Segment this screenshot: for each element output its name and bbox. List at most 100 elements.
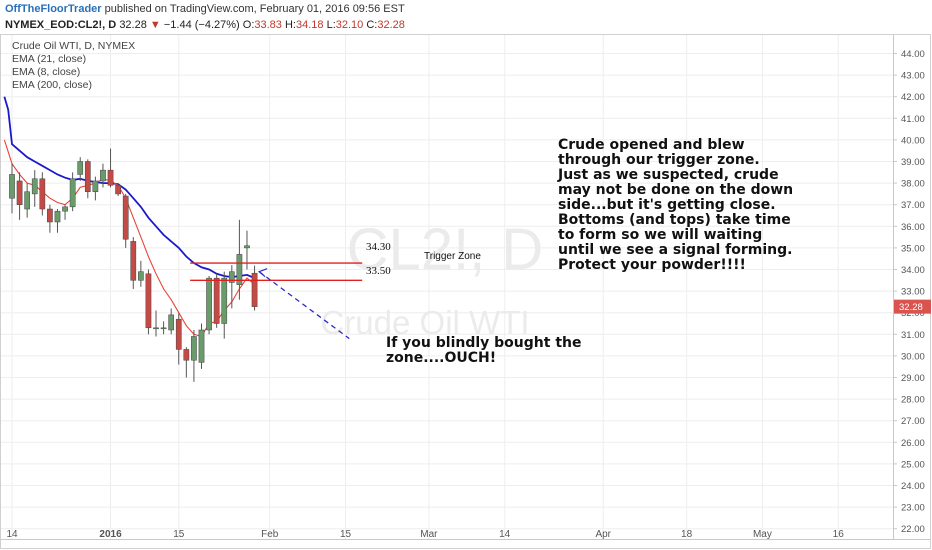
candle-body — [115, 185, 121, 195]
x-tick-label: Mar — [420, 529, 438, 540]
candle-body — [62, 206, 68, 212]
candle-body — [175, 318, 182, 350]
candle-body — [138, 271, 144, 281]
candle-body — [153, 327, 159, 330]
y-tick-label: 32.00 — [901, 308, 925, 319]
candle-body — [244, 245, 250, 249]
candle-body — [198, 329, 205, 363]
x-tick-label: 2016 — [99, 529, 122, 540]
x-tick-label: 18 — [681, 529, 693, 540]
candle-body — [228, 271, 235, 283]
y-tick-label: 42.00 — [901, 92, 925, 103]
candle-body — [31, 178, 38, 195]
candle-body — [130, 241, 137, 281]
grid — [1, 35, 893, 539]
x-tick-label: 16 — [833, 529, 845, 540]
low-value: 32.10 — [335, 19, 364, 31]
last-price-label: 32.28 — [899, 302, 923, 313]
y-tick-label: 36.00 — [901, 222, 925, 233]
ema21-line — [3, 96, 255, 279]
y-tick-label: 28.00 — [901, 395, 925, 406]
y-tick-label: 33.00 — [901, 287, 925, 298]
legend-ema200[interactable]: EMA (200, close) — [12, 79, 92, 91]
open-value: 33.83 — [254, 19, 282, 31]
close-label: C: — [366, 19, 378, 31]
y-tick-label: 41.00 — [901, 114, 925, 125]
x-tick-label: May — [753, 529, 772, 540]
candle-body — [191, 336, 197, 361]
candle-body — [122, 195, 129, 240]
x-tick-label: Apr — [595, 529, 611, 540]
y-tick-label: 37.00 — [901, 200, 925, 211]
candle-body — [145, 273, 152, 329]
y-tick-label: 44.00 — [901, 49, 925, 60]
x-tick-label: 14 — [6, 529, 18, 540]
y-tick-label: 26.00 — [901, 438, 925, 449]
price-chart[interactable]: CL2!, D Crude Oil WTI 22.00 23.00 24.00 25.… — [0, 34, 932, 550]
publish-info: published on TradingView.com, February 0… — [104, 3, 405, 15]
candle-body — [69, 178, 76, 208]
level-high-label: 34.30 — [366, 241, 391, 253]
legend-title: Crude Oil WTI, D, NYMEX — [12, 40, 136, 52]
y-tick-label: 30.00 — [901, 351, 925, 362]
candle-body — [251, 272, 258, 307]
x-axis[interactable]: 14 2016 15 Feb 15 Mar 14 Apr 18 May 16 — [6, 529, 844, 540]
projection-line — [258, 271, 350, 340]
open-label: O: — [242, 19, 255, 31]
level-low-label: 33.50 — [366, 265, 391, 277]
x-tick-label: 15 — [173, 529, 185, 540]
publish-line: OffTheFloorTrader published on TradingVi… — [5, 3, 405, 15]
y-tick-label: 31.00 — [901, 330, 925, 341]
low-label: L: — [326, 19, 336, 31]
candle-body — [183, 349, 190, 361]
candle-body — [84, 161, 91, 192]
x-tick-label: Feb — [261, 529, 279, 540]
candles — [9, 148, 258, 382]
y-tick-label: 22.00 — [901, 524, 925, 535]
legend-ema8[interactable]: EMA (8, close) — [12, 66, 81, 78]
projection-arrow-icon — [257, 268, 268, 278]
author-link[interactable]: OffTheFloorTrader — [5, 3, 102, 15]
change-arrow-icon: ▼ — [149, 19, 161, 31]
candle-body — [160, 327, 167, 330]
high-value: 34.18 — [295, 19, 324, 31]
high-label: H: — [284, 19, 296, 31]
last-price-tag — [894, 299, 931, 314]
legend-ema21[interactable]: EMA (21, close) — [12, 53, 87, 65]
y-tick-label: 35.00 — [901, 243, 925, 254]
x-tick-label: 15 — [340, 529, 352, 540]
candle-body — [206, 277, 212, 331]
last-price: 32.28 — [119, 19, 147, 31]
y-tick-label: 43.00 — [901, 71, 925, 82]
y-tick-label: 38.00 — [901, 179, 925, 190]
y-tick-label: 27.00 — [901, 416, 925, 427]
candle-body — [54, 210, 61, 223]
watermark-name: Crude Oil WTI — [320, 304, 529, 341]
y-axis[interactable]: 22.00 23.00 24.00 25.00 26.00 27.00 28.00 29.00… — [893, 49, 931, 535]
candle-body — [47, 208, 53, 223]
y-tick-label: 40.00 — [901, 135, 925, 146]
candle-body — [77, 161, 84, 175]
y-tick-label: 25.00 — [901, 459, 925, 470]
ema-lines — [3, 96, 255, 338]
x-tick-label: 14 — [499, 529, 511, 540]
drawings — [190, 262, 363, 340]
candle-body — [92, 180, 99, 192]
trigger-zone-label: Trigger Zone — [424, 251, 481, 262]
ema8-line — [3, 139, 255, 338]
candle-body — [221, 277, 228, 324]
candle-body — [213, 277, 220, 324]
candle-body — [236, 254, 243, 285]
watermark-symbol: CL2!, D — [347, 217, 544, 282]
y-tick-label: 23.00 — [901, 503, 925, 514]
commentary-note: Crude opened and blew through our trigge… — [558, 137, 794, 273]
candle-body — [39, 178, 46, 210]
candle-body — [100, 169, 106, 182]
y-tick-label: 34.00 — [901, 265, 925, 276]
candle-body — [16, 180, 23, 205]
candle-body — [168, 314, 175, 331]
candle-body — [24, 191, 31, 210]
y-tick-label: 39.00 — [901, 157, 925, 168]
symbol-name: NYMEX_EOD:CL2!, D — [5, 19, 117, 31]
symbol-line: NYMEX_EOD:CL2!, D 32.28 ▼ −1.44 (−4.27%)… — [5, 19, 405, 31]
